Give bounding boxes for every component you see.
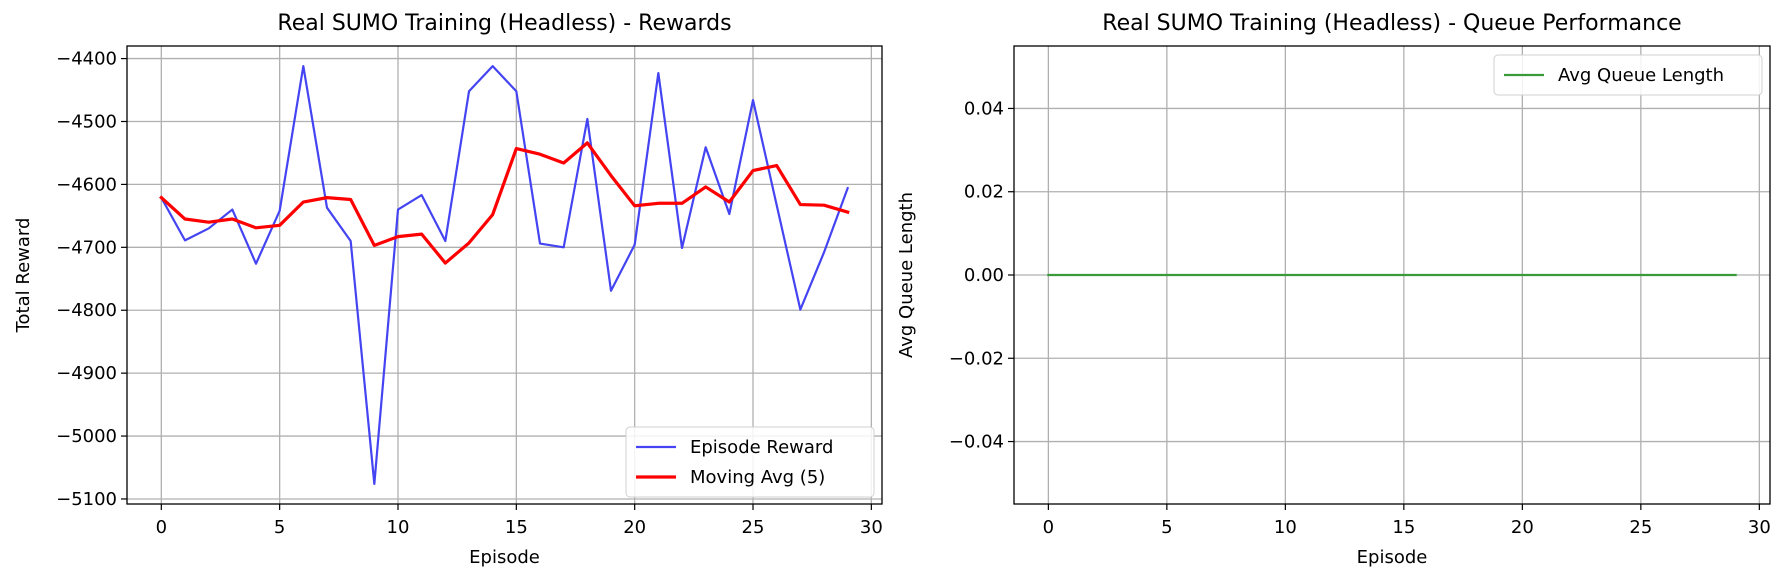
- queue-x-tick-label: 5: [1161, 517, 1172, 538]
- rewards-legend-label-2: Moving Avg (5): [690, 467, 825, 488]
- rewards-x-axis-label: Episode: [469, 547, 540, 568]
- queue-x-tick-label: 10: [1274, 517, 1297, 538]
- rewards-series-line-1: [159, 65, 850, 485]
- rewards-x-tick-label: 15: [505, 517, 528, 538]
- rewards-y-tick-label: −4800: [56, 300, 117, 321]
- rewards-legend-label-1: Episode Reward: [690, 437, 833, 458]
- queue-legend-box: [1493, 54, 1763, 96]
- rewards-x-tick-label: 5: [274, 517, 285, 538]
- rewards-x-tick-label: 25: [742, 517, 765, 538]
- queue-chart: Real SUMO Training (Headless) - Queue Pe…: [896, 11, 1771, 568]
- queue-y-axis-label: Avg Queue Length: [896, 192, 917, 358]
- rewards-x-tick-label: 10: [387, 517, 410, 538]
- queue-legend: Avg Queue Length: [1493, 54, 1763, 96]
- rewards-axes-frame: [126, 45, 883, 505]
- queue-x-tick-label: 0: [1043, 517, 1054, 538]
- rewards-legend: Episode Reward Moving Avg (5): [625, 426, 875, 498]
- queue-x-tick-label: 15: [1392, 517, 1415, 538]
- queue-x-axis-label: Episode: [1357, 547, 1428, 568]
- rewards-y-tick-label: −4700: [56, 237, 117, 258]
- rewards-y-tick-label: −4900: [56, 363, 117, 384]
- rewards-y-axis-label: Total Reward: [13, 218, 34, 334]
- queue-chart-title: Real SUMO Training (Headless) - Queue Pe…: [1102, 11, 1681, 36]
- queue-y-tick-label: −0.04: [949, 432, 1004, 453]
- queue-x-tick-label: 30: [1748, 517, 1771, 538]
- rewards-y-tick-label: −5000: [56, 426, 117, 447]
- queue-legend-label-1: Avg Queue Length: [1558, 65, 1724, 86]
- queue-y-tick-label: 0.02: [964, 182, 1004, 203]
- queue-x-tick-label: 25: [1629, 517, 1652, 538]
- rewards-y-tick-label: −4400: [56, 49, 117, 70]
- queue-x-tick-label: 20: [1511, 517, 1534, 538]
- rewards-y-tick-label: −4600: [56, 174, 117, 195]
- queue-y-tick-label: −0.02: [949, 348, 1004, 369]
- rewards-series-line-2: [159, 141, 850, 265]
- rewards-chart: Real SUMO Training (Headless) - Rewards …: [13, 11, 883, 568]
- rewards-x-tick-label: 30: [860, 517, 883, 538]
- rewards-legend-box: [625, 426, 875, 498]
- rewards-y-tick-label: −4500: [56, 111, 117, 132]
- rewards-y-tick-label: −5100: [56, 489, 117, 510]
- queue-y-tick-label: 0.00: [964, 265, 1004, 286]
- rewards-x-tick-label: 0: [156, 517, 167, 538]
- queue-y-tick-label: 0.04: [964, 98, 1004, 119]
- rewards-x-tick-label: 20: [623, 517, 646, 538]
- rewards-chart-title: Real SUMO Training (Headless) - Rewards: [277, 11, 731, 36]
